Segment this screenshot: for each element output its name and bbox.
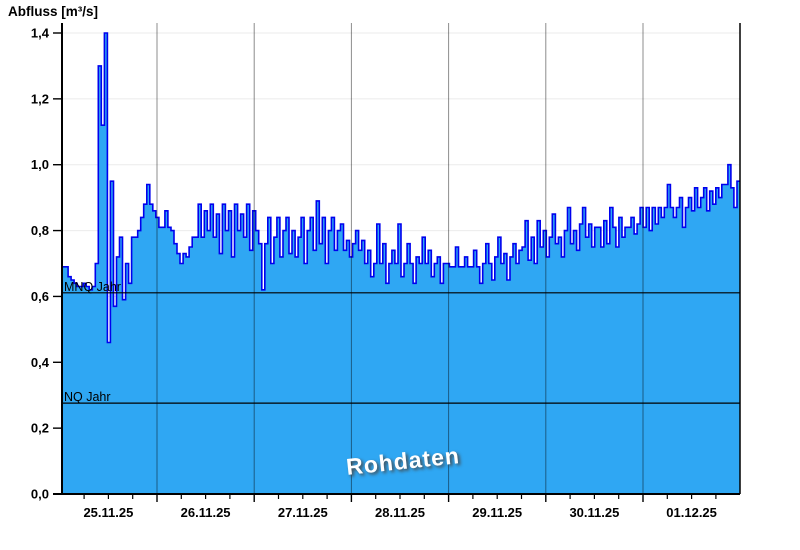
y-tick-label: 1,2 (31, 91, 49, 106)
x-tick-label: 25.11.25 (83, 505, 133, 520)
reference-line-label-mnq: MNQ Jahr (64, 280, 121, 294)
x-tick-label: 01.12.25 (666, 505, 717, 520)
y-tick-label: 0,0 (31, 487, 49, 502)
y-tick-label: 1,4 (31, 26, 50, 41)
x-tick-label: 27.11.25 (278, 505, 328, 520)
reference-line-label-nq: NQ Jahr (64, 390, 111, 404)
y-tick-label: 1,0 (31, 157, 49, 172)
y-tick-label: 0,8 (31, 223, 49, 238)
y-tick-label: 0,2 (31, 421, 49, 436)
x-tick-label: 30.11.25 (569, 505, 619, 520)
discharge-step-line (62, 32, 740, 344)
x-tick-label: 26.11.25 (181, 505, 231, 520)
y-tick-label: 0,6 (31, 289, 49, 304)
x-tick-label: 28.11.25 (375, 505, 425, 520)
x-tick-label: 29.11.25 (472, 505, 522, 520)
chart-title: Abfluss [m³/s] (8, 4, 99, 19)
y-tick-label: 0,4 (31, 355, 50, 370)
